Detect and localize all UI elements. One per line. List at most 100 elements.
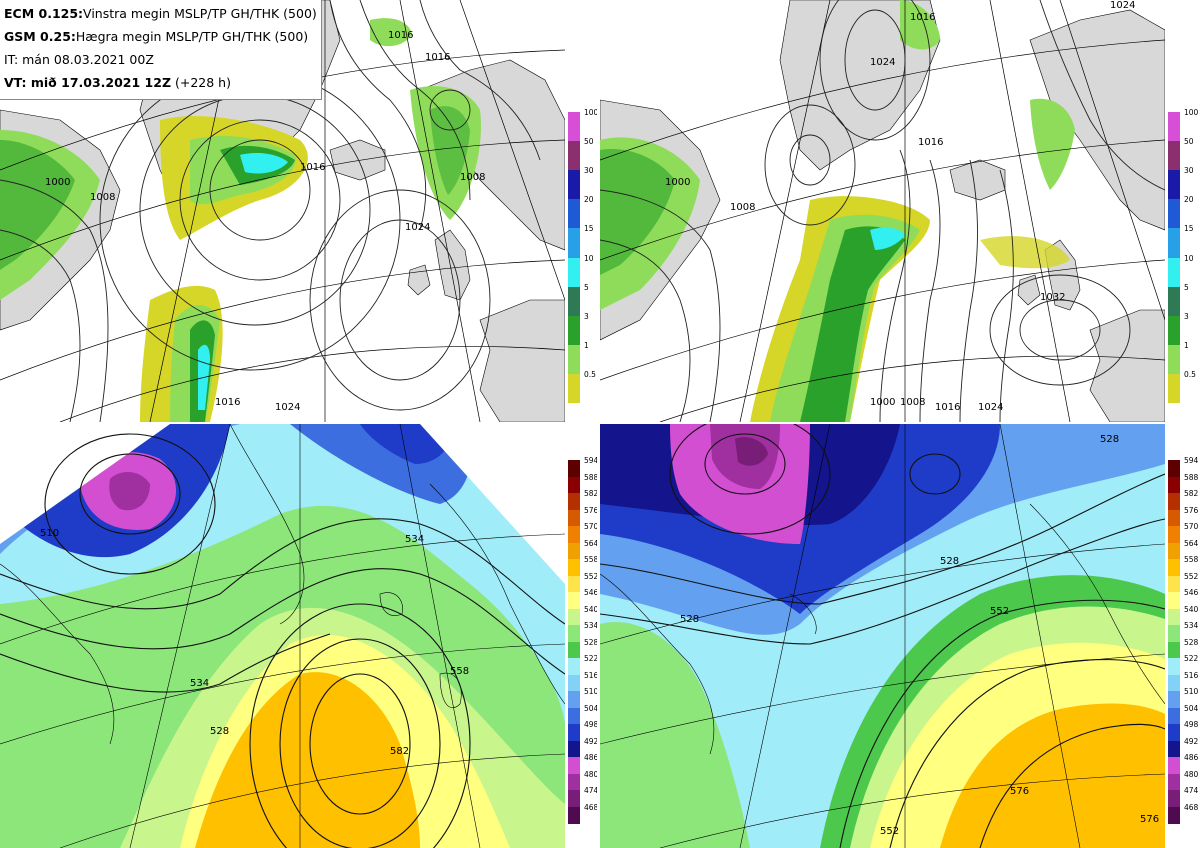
colorbar-segment <box>568 592 580 609</box>
colorbar-tick-label: 558 <box>584 555 599 564</box>
colorbar-segment <box>1168 476 1180 494</box>
colorbar-segment <box>1168 286 1180 317</box>
colorbar-tick-label: 570 <box>1184 522 1199 531</box>
colorbar-tick-label: 5 <box>584 282 589 292</box>
colorbar-segment <box>568 460 580 477</box>
isobar-label: 1024 <box>275 402 300 413</box>
colorbar-segment <box>568 199 580 229</box>
colorbar-segment <box>1168 724 1180 741</box>
isobar-label: 1024 <box>870 57 895 68</box>
colorbar-tick-label: 570 <box>584 522 599 531</box>
colorbar-tick-label: 504 <box>1184 703 1199 713</box>
thk-band-purple <box>109 472 150 511</box>
geopotential-labels: 510 534 534 528 558 582 <box>40 528 469 757</box>
gh-label: 576 <box>1140 814 1159 825</box>
colorbar-tick-label: 522 <box>1184 654 1199 663</box>
colorbar-segment <box>568 373 580 404</box>
blank-corner-right <box>420 424 565 584</box>
thk-band-orange <box>940 703 1165 848</box>
colorbar-segment <box>1168 608 1180 626</box>
ecm-description: Vinstra megin MSLP/TP GH/THK (500) <box>83 6 317 21</box>
gsm-mslp-map: 1024 1016 1000 1008 1016 1000 1008 1016 … <box>600 0 1165 422</box>
colorbar-tick-label: 528 <box>1184 637 1199 647</box>
colorbar-tick-label: 582 <box>584 489 599 498</box>
isobars <box>0 0 541 422</box>
colorbar-tick-label: 576 <box>1184 505 1199 515</box>
colorbar-segment <box>568 757 580 774</box>
colorbar-segment <box>568 257 580 288</box>
colorbar-segment <box>1168 641 1180 659</box>
colorbar-tick-label: 50 <box>584 137 594 147</box>
colorbar-tick-label: 594 <box>584 456 599 465</box>
colorbar-tick-label: 510 <box>584 687 599 696</box>
colorbar-segment <box>568 344 580 375</box>
gh-label: 576 <box>1010 786 1029 797</box>
colorbar-segment <box>568 141 580 171</box>
colorbar-tick-label: 15 <box>584 224 594 234</box>
colorbar-segment <box>1168 592 1180 609</box>
isobar-label: 1024 <box>1110 0 1135 11</box>
colorbar-tick-label: 588 <box>1184 472 1199 482</box>
colorbar-tick-label: 594 <box>1184 456 1199 465</box>
isobar-label: 1016 <box>425 52 450 63</box>
colorbar-segment <box>1168 757 1180 774</box>
colorbar-segment <box>568 112 580 142</box>
gh-label: 528 <box>210 726 229 737</box>
precip-colorbar-left: 100 50 30 20 15 10 5 3 1 0.5 <box>568 109 598 404</box>
colorbar-tick-label: 540 <box>1184 604 1199 614</box>
colorbar-segment <box>1168 806 1180 824</box>
colorbar-segment <box>568 724 580 741</box>
colorbar-segment <box>568 625 580 642</box>
colorbar-tick-label: 30 <box>584 166 594 176</box>
isobar-label: 1016 <box>388 30 413 41</box>
colorbar-tick-label: 100 <box>1184 108 1199 117</box>
colorbar-tick-label: 20 <box>1184 195 1194 205</box>
ecm-model-label: ECM 0.125: <box>4 6 84 21</box>
colorbar-segment <box>568 542 580 560</box>
coastlines <box>600 503 1165 755</box>
colorbar-segment <box>1168 773 1180 791</box>
isobar-label: 1000 <box>665 177 690 188</box>
colorbar-tick-label: 522 <box>584 654 599 663</box>
colorbar-segment <box>568 575 580 593</box>
colorbar-segment <box>568 608 580 626</box>
colorbar-segment <box>1168 526 1180 543</box>
geopotential-contours <box>600 424 1165 848</box>
gh-label: 552 <box>990 606 1009 617</box>
colorbar-segment <box>568 170 580 200</box>
colorbar-segment <box>568 526 580 543</box>
info-box: ECM 0.125:Vinstra megin MSLP/TP GH/THK (… <box>0 0 322 100</box>
coastlines <box>0 424 565 745</box>
colorbar-segment <box>1168 740 1180 758</box>
colorbar-segment <box>1168 575 1180 593</box>
colorbar-segment <box>1168 170 1180 200</box>
thickness-colorbar-left: 594 588 582 576 570 564 558 552 546 540 534 528 522 5… <box>568 457 598 824</box>
colorbar-tick-label: 546 <box>584 588 599 597</box>
gsm-model-label: GSM 0.25: <box>4 29 76 44</box>
colorbar-tick-label: 1 <box>1184 340 1189 350</box>
graticule <box>600 0 1165 422</box>
colorbar-tick-label: 486 <box>584 753 599 762</box>
colorbar-tick-label: 3 <box>584 311 589 321</box>
colorbar-tick-label: 564 <box>1184 538 1199 548</box>
british-isles-land <box>434 229 471 301</box>
gsm-thickness-map: 528 528 528 552 552 576 576 <box>600 424 1165 848</box>
iceland-land <box>949 159 1006 201</box>
thickness-colorbar-right: 594 588 582 576 570 564 558 552 546 540 534 528 522 5… <box>1168 457 1198 824</box>
colorbar-tick-label: 1 <box>584 340 589 350</box>
gh-label: 528 <box>1100 434 1119 445</box>
ecm-mslp-map: 1016 1008 1000 1016 1024 1016 1008 1016 … <box>0 0 565 422</box>
colorbar-segment <box>568 509 580 527</box>
colorbar-segment <box>1168 542 1180 560</box>
isobar-label: 1008 <box>730 202 755 213</box>
colorbar-tick-label: 20 <box>584 195 594 205</box>
colorbar-segment <box>568 674 580 692</box>
isobar-label: 1032 <box>1040 292 1065 303</box>
init-time-line: IT: mán 08.03.2021 00Z <box>4 52 154 67</box>
isobar-label: 1016 <box>215 397 240 408</box>
colorbar-segment <box>568 691 580 708</box>
ireland-land <box>407 264 431 296</box>
colorbar-segment <box>568 228 580 258</box>
ecm-thickness-panel: 510 534 534 528 558 582 <box>0 424 565 848</box>
colorbar-tick-label: 540 <box>584 604 599 614</box>
